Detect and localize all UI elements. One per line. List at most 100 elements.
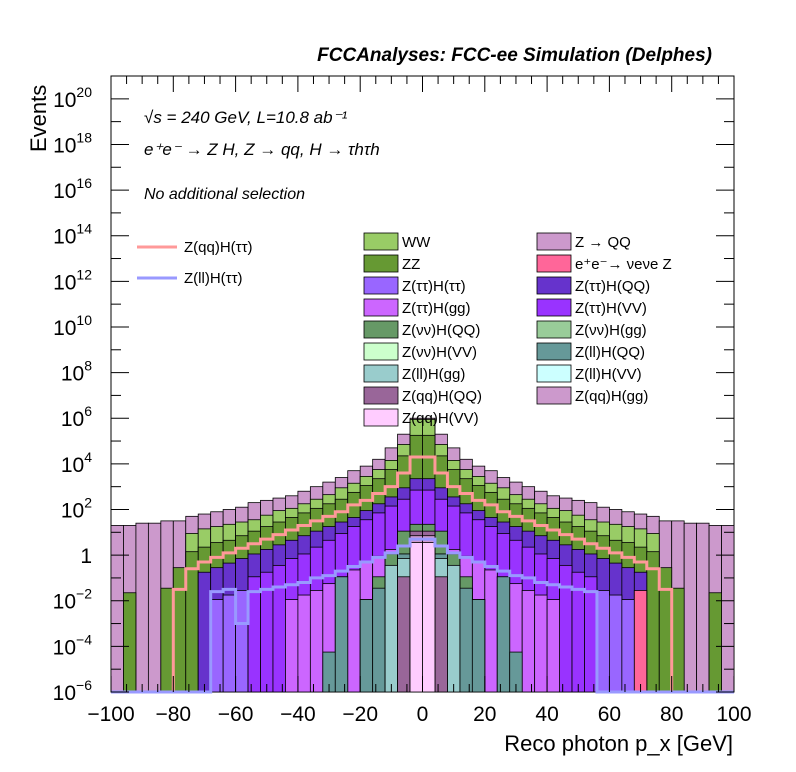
y-tick-label: 1014 [53,221,92,249]
y-tick-label: 1 [80,545,92,568]
legend-swatch [363,254,399,273]
bar-z-h--41 [621,599,635,693]
legend-label: e⁺e⁻→ νeνe Z [575,256,672,273]
x-tick-label: 0 [417,703,429,726]
bar-z-ll-h-qq--31 [496,576,511,693]
y-tick-label: 104 [61,449,92,477]
bar-z-ll-h-qq--21 [372,587,386,693]
legend-label: Z(ττ)H(QQ) [575,278,650,295]
legend-swatch [363,364,399,383]
bar-z-h-vv--13 [272,564,286,693]
legend-swatch [536,276,572,295]
overlay-z-ll-h- [111,537,734,694]
legend-label: Z(ll)H(gg) [402,366,465,383]
bar-z-ll-h-gg--22 [384,564,398,693]
x-tick-label: −60 [218,703,254,726]
legend-swatch [536,364,572,383]
bar-zz-4 [160,587,174,693]
overlay-lines [111,455,734,694]
bar-zz-5 [172,567,187,693]
y-tick-label: 1016 [53,175,92,203]
legend-swatch [536,342,572,361]
y-tick-label: 106 [61,403,92,431]
bar-zz-48 [708,592,722,693]
y-tick-label: 1010 [53,312,92,340]
y-tick-label: 108 [61,358,92,386]
bar-z-h-gg--19 [347,569,361,693]
bar-z-qq-0 [110,525,124,693]
bar-z-h-gg--34 [534,594,548,693]
bar-z-h-vv--38 [584,576,598,693]
x-tick-label: 40 [535,703,558,726]
legend-label: Z(νν)H(gg) [575,322,647,339]
bar-zz-43 [646,551,660,693]
bar-z-qq-3 [147,522,162,693]
bar-z-ll-h-gg--27 [447,564,461,693]
bar-zz-45 [671,587,685,693]
legend-label: Z(ττ)H(ττ) [402,278,466,295]
x-axis-label: Reco photon p_x [GeV] [504,731,733,756]
legend-swatch [363,342,399,361]
bar-e-e-e-e-z-42 [633,590,648,693]
legend-label: Z(qq)H(VV) [402,410,479,427]
x-tick-label: −80 [155,703,191,726]
legend-swatch [363,386,399,405]
bar-z-h-vv--11 [247,576,261,693]
legend-label: WW [402,234,431,251]
y-axis-label: Events [26,85,51,152]
y-tick-label: 10−4 [53,631,93,659]
bar-z-h-vv--36 [559,564,573,693]
legend-swatch [363,320,399,339]
y-tick-labels: 10−6 10−4 10−2 1 102 104 106 108 1010 1012 1014 101… [53,84,93,705]
x-tick-label: 20 [473,703,496,726]
legend-swatch [536,254,572,273]
legend-label: Z(ll)H(QQ) [575,344,645,361]
bar-z-ll-h-qq--20 [359,599,374,693]
bar-zz-1 [123,592,137,693]
y-tick-label: 102 [61,494,92,522]
bar-zz-44 [658,567,673,693]
bar-z-ll-h-qq--18 [334,576,349,693]
y-tick-label: 10−6 [53,677,93,705]
legend-label: Z(ττ)H(gg) [402,300,471,317]
histogram-stack [110,417,735,693]
legend-label: Z(qq)H(QQ) [402,388,482,405]
legend-swatch [363,408,399,427]
x-tick-labels: −100 −80 −60 −40 −20 0 20 40 60 80 100 [87,703,751,726]
bar-z-h--10 [235,590,249,693]
axis-ticks [110,75,735,693]
legend-label: Z(ll)H(VV) [575,366,642,383]
y-tick-label: 1020 [53,84,92,112]
y-tick-label: 10−2 [53,586,93,614]
bar-z-qq-h-vv--25 [422,542,436,693]
legend-swatch [536,232,572,251]
legend-label: Z(qq)H(gg) [575,388,648,405]
bar-z-qq-h-qq--23 [397,576,411,693]
bar-z-h-gg--14 [285,599,299,693]
legend-swatch [536,320,572,339]
bar-z-h--8 [210,599,224,693]
bar-z-h-gg--16 [309,590,324,693]
legend: Z(qq)H(ττ) Z(ll)H(ττ) WW ZZ Z(ττ)H(ττ) Z(ττ)H… [137,232,672,427]
bar-z-qq-47 [696,522,710,693]
x-tick-label: −40 [280,703,316,726]
bar-z-ll-h-qq--28 [459,587,473,693]
energy-annotation: √s = 240 GeV, L=10.8 ab⁻¹ [144,108,348,127]
selection-annotation: No additional selection [144,186,305,203]
bar-z-h-gg--15 [297,594,311,693]
overlay-z-qq-h- [111,455,734,694]
legend-label: ZZ [402,256,420,273]
bar-z-h-gg--33 [521,590,536,693]
process-annotation: e⁺e⁻ → Z H, Z → qq, H → τhτh [144,140,380,159]
bar-z-qq-49 [721,525,735,693]
x-tick-label: 100 [716,703,751,726]
x-tick-label: −20 [342,703,378,726]
bar-z-h-gg--30 [484,569,498,693]
x-tick-label: −100 [87,703,134,726]
legend-label: Z(νν)H(QQ) [402,322,480,339]
bar-z-h-qq--7 [197,571,212,693]
legend-label: Z(νν)H(VV) [402,344,477,361]
legend-swatch [363,232,399,251]
legend-swatch [536,298,572,317]
bar-z-ll-h-qq--29 [471,599,486,693]
